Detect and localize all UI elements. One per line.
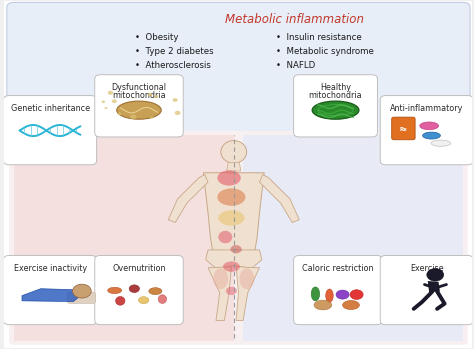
Text: •  Atherosclerosis: • Atherosclerosis [136, 60, 211, 69]
Ellipse shape [108, 287, 122, 294]
Circle shape [101, 101, 105, 103]
FancyBboxPatch shape [9, 131, 468, 345]
Circle shape [173, 98, 178, 102]
Circle shape [118, 112, 121, 115]
Polygon shape [236, 267, 259, 320]
Ellipse shape [219, 210, 245, 225]
Text: Overnutrition: Overnutrition [112, 264, 166, 273]
Ellipse shape [223, 261, 240, 272]
Polygon shape [259, 174, 299, 222]
Ellipse shape [423, 132, 440, 139]
Text: Dysfunctional: Dysfunctional [111, 83, 166, 92]
Text: Exercise inactivity: Exercise inactivity [13, 264, 87, 273]
Ellipse shape [239, 268, 255, 289]
Ellipse shape [326, 289, 333, 302]
Ellipse shape [219, 231, 232, 243]
Circle shape [104, 107, 108, 109]
Circle shape [150, 116, 154, 119]
Circle shape [73, 284, 91, 298]
Ellipse shape [221, 141, 246, 163]
Circle shape [118, 113, 121, 115]
Polygon shape [203, 173, 264, 251]
Ellipse shape [158, 295, 166, 304]
Text: Metabolic inflammation: Metabolic inflammation [225, 13, 364, 26]
Ellipse shape [343, 300, 359, 310]
Text: Healthy: Healthy [320, 83, 351, 92]
Text: mitochondria: mitochondria [112, 91, 166, 100]
Ellipse shape [218, 170, 241, 186]
FancyBboxPatch shape [3, 96, 97, 165]
Text: •  Insulin resistance: • Insulin resistance [276, 33, 362, 42]
Ellipse shape [230, 245, 242, 253]
FancyBboxPatch shape [380, 255, 474, 325]
Text: Genetic inheritance: Genetic inheritance [10, 104, 90, 113]
Ellipse shape [117, 101, 161, 119]
FancyBboxPatch shape [3, 255, 97, 325]
FancyBboxPatch shape [294, 75, 377, 137]
Text: •  Metabolic syndrome: • Metabolic syndrome [276, 47, 374, 55]
FancyBboxPatch shape [392, 117, 415, 140]
Circle shape [148, 93, 153, 96]
Circle shape [175, 111, 181, 115]
Text: •  Type 2 diabetes: • Type 2 diabetes [136, 47, 214, 55]
Ellipse shape [218, 188, 246, 206]
FancyBboxPatch shape [380, 96, 474, 165]
Polygon shape [168, 174, 208, 222]
Circle shape [108, 91, 113, 95]
Ellipse shape [138, 297, 149, 304]
Circle shape [130, 114, 137, 119]
Ellipse shape [350, 290, 363, 299]
Polygon shape [428, 281, 440, 292]
FancyBboxPatch shape [294, 255, 382, 325]
Circle shape [427, 268, 444, 281]
Ellipse shape [336, 290, 349, 299]
FancyBboxPatch shape [67, 292, 95, 303]
FancyBboxPatch shape [95, 255, 183, 325]
FancyBboxPatch shape [7, 2, 470, 136]
Bar [14, 134, 234, 341]
Text: Anti-inflammatory: Anti-inflammatory [390, 104, 464, 113]
Text: •  Obesity: • Obesity [136, 33, 179, 42]
Ellipse shape [431, 140, 451, 146]
Polygon shape [227, 162, 241, 171]
Ellipse shape [213, 268, 228, 289]
Ellipse shape [420, 122, 438, 130]
Polygon shape [208, 267, 231, 320]
Text: •  NAFLD: • NAFLD [276, 60, 315, 69]
Ellipse shape [226, 287, 237, 295]
Polygon shape [22, 289, 81, 302]
Polygon shape [206, 250, 262, 268]
Ellipse shape [311, 287, 319, 301]
Bar [243, 134, 463, 341]
Circle shape [112, 99, 117, 103]
Ellipse shape [312, 101, 359, 119]
Text: Caloric restriction: Caloric restriction [302, 264, 374, 273]
Circle shape [154, 95, 158, 98]
Text: Rx: Rx [400, 127, 407, 132]
Text: Exercise: Exercise [410, 264, 444, 273]
Ellipse shape [116, 297, 125, 305]
Ellipse shape [149, 288, 162, 295]
Ellipse shape [129, 285, 139, 292]
Text: mitochondria: mitochondria [309, 91, 362, 100]
Ellipse shape [314, 300, 332, 310]
FancyBboxPatch shape [95, 75, 183, 137]
